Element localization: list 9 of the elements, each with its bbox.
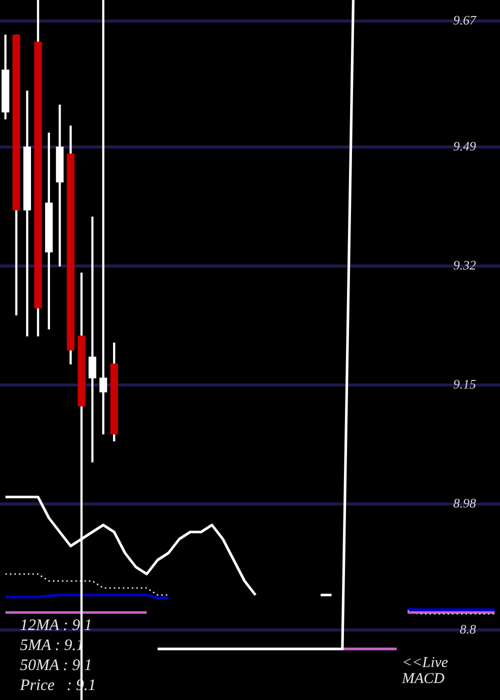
y-tick-label: 9.32 xyxy=(453,257,476,272)
candlestick xyxy=(56,104,64,266)
candlestick xyxy=(99,0,108,434)
annotation: <<Live MACD xyxy=(401,655,448,688)
y-tick-label: 8.98 xyxy=(453,495,476,510)
y-tick-label: 8.8 xyxy=(460,621,476,636)
y-tick-label: 9.67 xyxy=(453,12,476,28)
y-tick-label: 9.49 xyxy=(453,138,476,154)
y-tick-label: 9.15 xyxy=(453,376,476,392)
